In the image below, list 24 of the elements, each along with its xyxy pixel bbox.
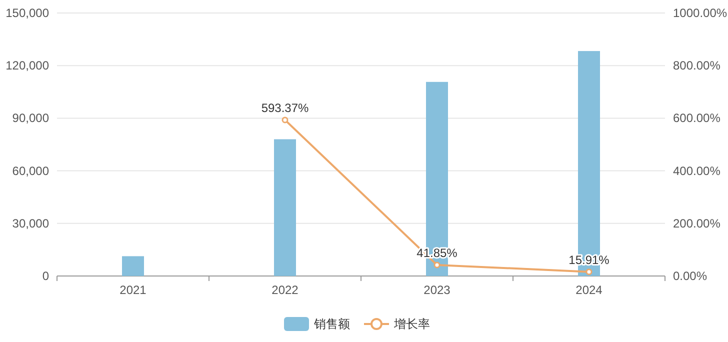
- y2-tick-label: 400.00%: [673, 164, 721, 178]
- x-tick-label: 2021: [120, 283, 147, 297]
- x-tick-label: 2022: [272, 283, 299, 297]
- x-tick-label: 2024: [576, 283, 603, 297]
- data-label: 593.37%: [261, 100, 310, 115]
- bar: [274, 139, 296, 276]
- y-tick-label: 90,000: [12, 111, 50, 126]
- bar: [122, 256, 144, 276]
- y2-tick-label: 800.00%: [673, 58, 721, 73]
- y2-tick-label: 0.00%: [673, 269, 708, 283]
- legend-label: 增长率: [393, 317, 430, 331]
- point: [586, 268, 592, 276]
- y-tick-label: 60,000: [12, 164, 50, 178]
- x-tick-label: 2023: [424, 283, 451, 297]
- y2-tick-label: 1000.00%: [673, 6, 728, 20]
- y-tick-label: 30,000: [12, 216, 50, 230]
- legend-label: 销售额: [313, 317, 350, 331]
- y-tick-label: 150,000: [6, 6, 50, 20]
- point: [282, 116, 288, 124]
- y2-tick-label: 600.00%: [673, 111, 721, 126]
- point: [434, 262, 440, 268]
- y-tick-label: 120,000: [6, 58, 50, 73]
- y2-tick-label: 200.00%: [673, 216, 721, 230]
- y-tick-label: 0: [42, 269, 50, 283]
